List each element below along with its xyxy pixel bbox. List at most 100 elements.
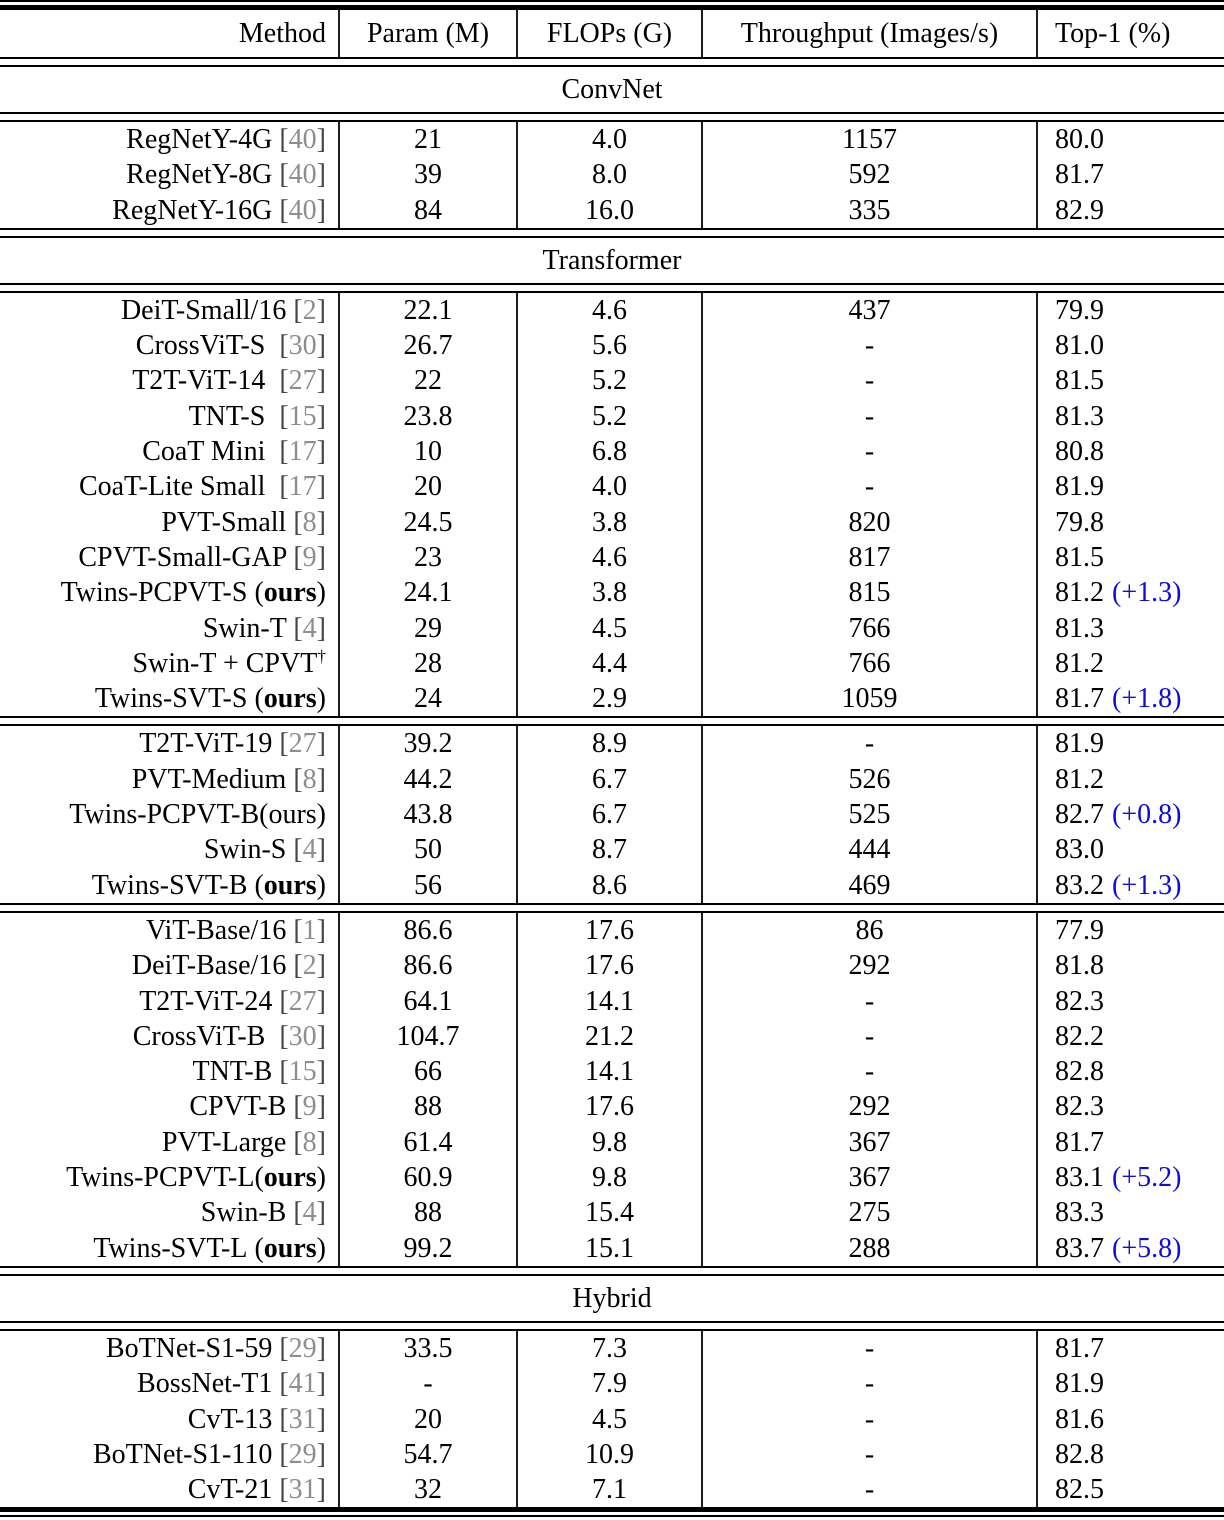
top1-value: 82.5 [1055,1474,1104,1506]
bottom-rule [0,1507,1224,1518]
citation-link[interactable]: [40] [279,195,326,226]
ours-paren-open: ( [254,1232,264,1264]
citation-link[interactable]: [31] [279,1404,326,1435]
throughput-cell: - [703,1472,1038,1508]
cite-number: 31 [288,1474,317,1506]
method-cell: DeiT-Small/16 [2] [0,292,340,329]
citation-link[interactable]: [31] [279,1474,326,1505]
top1-cell: 81.7 (+1.8) [1038,681,1224,716]
flops-cell: 3.8 [518,575,703,611]
cite-bracket-close: ] [316,1474,326,1506]
cite-bracket-close: ] [316,1126,326,1158]
citation-link[interactable]: [2] [293,295,326,326]
top1-cell: 81.9 [1038,1366,1224,1401]
throughput-cell: - [703,726,1038,762]
throughput-cell: 525 [703,797,1038,833]
top1-value: 81.8 [1055,950,1104,982]
citation-link[interactable]: [2] [293,950,326,981]
table-row: T2T-ViT-14 [27] 22 5.2-81.5 [0,363,1224,399]
top1-value: 79.9 [1055,294,1104,326]
citation-link[interactable]: [30] [279,330,326,361]
method-cell: T2T-ViT-24 [27] [0,983,340,1019]
citation-link[interactable]: [40] [279,159,326,190]
cite-number: 27 [288,985,317,1017]
method-name: RegNetY-16G [112,194,273,226]
cite-number: 29 [288,1438,317,1470]
method-cell: CvT-13 [31] [0,1401,340,1437]
method-cell: Swin-T [4] [0,610,340,646]
top1-cell: 81.3 [1038,611,1224,646]
top1-value: 77.9 [1055,914,1104,946]
cite-bracket-open: [ [293,541,303,573]
flops-cell: 5.2 [518,363,703,399]
cite-bracket-open: [ [293,950,303,982]
citation-link[interactable]: [8] [293,507,326,538]
flops-cell: 6.7 [518,761,703,798]
method-name: Swin-T [202,612,287,644]
cite-bracket-close: ] [316,612,326,644]
citation-link[interactable]: [41] [279,1368,326,1399]
param-cell: 99.2 [340,1230,518,1266]
param-cell: 84 [340,192,518,228]
citation-link[interactable]: [8] [293,764,326,795]
method-cell: TNT-B [15] [0,1054,340,1090]
cite-bracket-close: ] [316,365,326,397]
param-cell: 24.5 [340,504,518,540]
top1-cell: 83.7 (+5.8) [1038,1231,1224,1266]
citation-link[interactable]: [4] [293,834,326,865]
citation-link[interactable]: [8] [293,1127,326,1158]
cite-number: 40 [288,159,317,191]
cite-bracket-close: ] [316,541,326,573]
param-cell: 24.1 [340,575,518,611]
ours-suffix: (ours) [254,577,326,608]
table-row: PVT-Medium [8] 44.2 6.7 526 81.2 [0,761,1224,798]
top1-value: 82.9 [1055,194,1104,226]
top1-cell: 82.2 [1038,1019,1224,1054]
citation-link[interactable]: [4] [293,613,326,644]
method-cell: RegNetY-8G [40] [0,157,340,193]
citation-link[interactable]: [29] [279,1333,326,1364]
section-rule [0,227,1224,238]
citation-link[interactable]: [9] [293,542,326,573]
table-row: CrossViT-S [30] 26.7 5.6-81.0 [0,328,1224,364]
citation-link[interactable]: [40] [279,124,326,155]
table-row: Twins-PCPVT-B(ours) 43.8 6.7 525 82.7 (+0.8) [0,797,1224,833]
citation-link[interactable]: [1] [293,915,326,946]
table-row: CvT-21 [31] 32 7.1-82.5 [0,1472,1224,1508]
citation-link[interactable]: [9] [293,1091,326,1122]
param-cell: 43.8 [340,797,518,833]
top1-cell: 81.5 [1038,540,1224,575]
citation-link[interactable]: [15] [279,401,326,432]
cite-number: 15 [288,400,317,432]
top1-cell: 81.2 (+1.3) [1038,575,1224,610]
table-row: PVT-Small [8] 24.5 3.8 820 79.8 [0,504,1224,540]
citation-link[interactable]: [29] [279,1439,326,1470]
citation-link[interactable]: [17] [279,436,326,467]
cite-bracket-open: [ [279,1474,289,1506]
cite-number: 2 [302,294,317,326]
citation-link[interactable]: [27] [279,986,326,1017]
citation-link[interactable]: [17] [279,471,326,502]
top1-cell: 83.3 [1038,1195,1224,1230]
throughput-cell: - [703,1436,1038,1473]
citation-link[interactable]: [30] [279,1021,326,1052]
top1-cell: 81.2 [1038,762,1224,797]
throughput-cell: 766 [703,645,1038,682]
cite-bracket-open: [ [279,1332,289,1364]
param-cell: 21 [340,122,518,158]
ours-paren-open: ( [254,869,264,901]
throughput-cell: 817 [703,539,1038,576]
top1-value: 81.7 [1055,1126,1104,1158]
citation-link[interactable]: [27] [279,365,326,396]
citation-link[interactable]: [4] [293,1197,326,1228]
cite-bracket-open: [ [279,1020,289,1052]
citation-link[interactable]: [15] [279,1056,326,1087]
citation-link[interactable]: [27] [279,728,326,759]
method-name: T2T-ViT-19 [139,728,273,760]
ours-label: ours [263,1232,317,1264]
table-row: BoTNet-S1-59 [29] 33.5 7.3-81.7 [0,1330,1224,1367]
top1-value: 80.0 [1055,124,1104,155]
method-name: Swin-S [203,834,287,866]
cite-bracket-close: ] [316,294,326,326]
top1-value: 83.1 [1055,1162,1104,1194]
